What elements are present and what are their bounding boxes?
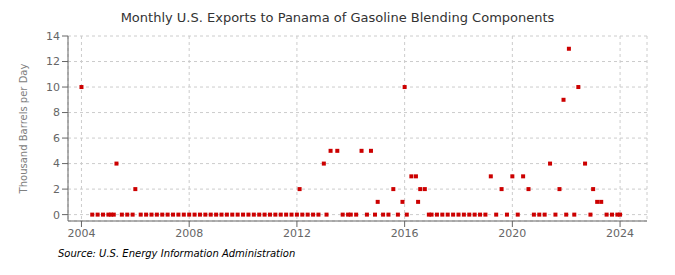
svg-text:2008: 2008 xyxy=(175,227,203,240)
svg-text:2024: 2024 xyxy=(606,227,634,240)
svg-text:2: 2 xyxy=(53,183,60,196)
svg-text:14: 14 xyxy=(46,30,60,43)
svg-text:2020: 2020 xyxy=(498,227,526,240)
svg-text:2012: 2012 xyxy=(283,227,311,240)
svg-text:12: 12 xyxy=(46,55,60,68)
svg-text:Thousand Barrels per Day: Thousand Barrels per Day xyxy=(18,64,29,195)
svg-text:10: 10 xyxy=(46,81,60,94)
html-text:Source: U.S. Energy Informatio: Source: U.S. Energy Information Administ… xyxy=(58,248,296,259)
svg-text:8: 8 xyxy=(53,106,60,119)
svg-text:0: 0 xyxy=(53,209,60,222)
svg-text:2004: 2004 xyxy=(67,227,95,240)
svg-text:4: 4 xyxy=(53,157,60,170)
html-text:Monthly U.S. Exports to Panama: Monthly U.S. Exports to Panama of Gasoli… xyxy=(120,10,555,25)
svg-text:6: 6 xyxy=(53,132,60,145)
svg-text:2016: 2016 xyxy=(391,227,419,240)
